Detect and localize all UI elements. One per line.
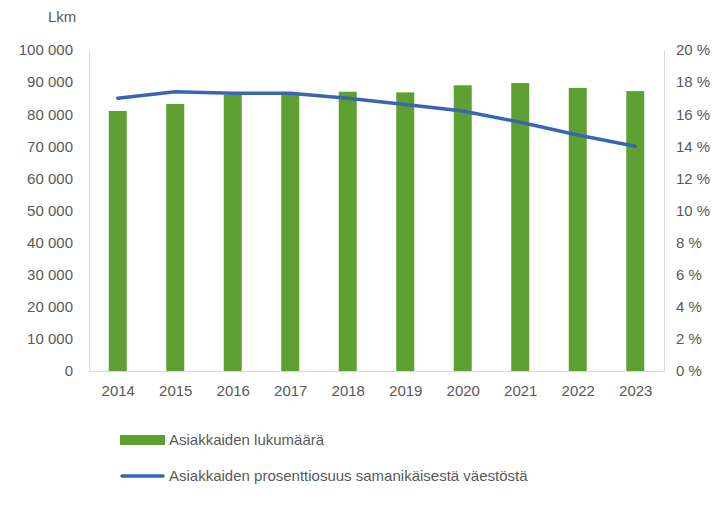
- y2-tick: 8 %: [664, 234, 702, 251]
- x-tick: 2014: [102, 371, 135, 399]
- y-tick-label: 90 000: [27, 73, 73, 90]
- y-axis-line: [89, 51, 90, 372]
- y-tick-label: 100 000: [19, 41, 73, 58]
- y2-tick: 14 %: [664, 138, 710, 155]
- y-tick: 10 000: [27, 330, 89, 347]
- y-tick-label: 80 000: [27, 106, 73, 123]
- line: [118, 92, 636, 147]
- y-tick-label: 70 000: [27, 138, 73, 155]
- x-tick-label: 2014: [102, 382, 135, 399]
- y2-tick-label: 12 %: [676, 170, 710, 187]
- y-tick: 20 000: [27, 298, 89, 315]
- y2-tick: 4 %: [664, 298, 702, 315]
- bar: [511, 83, 529, 371]
- x-tick: 2021: [504, 371, 537, 399]
- y2-tick: 12 %: [664, 170, 710, 187]
- y-tick: 60 000: [27, 170, 89, 187]
- y-tick: 90 000: [27, 73, 89, 90]
- y2-tick: 2 %: [664, 330, 702, 347]
- y2-tick-label: 14 %: [676, 138, 710, 155]
- y2-tick-label: 2 %: [676, 330, 702, 347]
- bar: [569, 88, 587, 371]
- bar: [626, 91, 644, 371]
- x-tick-label: 2021: [504, 382, 537, 399]
- y2-tick-label: 8 %: [676, 234, 702, 251]
- legend-item: Asiakkaiden lukumäärä: [120, 431, 325, 448]
- legend-swatch: [120, 435, 165, 445]
- x-tick-label: 2017: [274, 382, 307, 399]
- y-tick-label: 10 000: [27, 330, 73, 347]
- plot-area: [109, 83, 645, 371]
- y-tick: 30 000: [27, 266, 89, 283]
- y-tick-label: 20 000: [27, 298, 73, 315]
- y2-tick: 16 %: [664, 106, 710, 123]
- y-tick: 50 000: [27, 202, 89, 219]
- y-axis-title: Lkm: [48, 8, 76, 25]
- y-tick-label: 30 000: [27, 266, 73, 283]
- x-axis-line: [90, 371, 665, 372]
- y2-tick-label: 10 %: [676, 202, 710, 219]
- y2-tick: 10 %: [664, 202, 710, 219]
- x-tick-label: 2020: [447, 382, 480, 399]
- x-tick: 2020: [447, 371, 480, 399]
- y-tick: 100 000: [19, 41, 89, 58]
- x-tick: 2017: [274, 371, 307, 399]
- y2-tick: 20 %: [664, 41, 710, 58]
- y-tick: 70 000: [27, 138, 89, 155]
- y-tick-label: 60 000: [27, 170, 73, 187]
- y-tick-label: 0: [65, 362, 73, 379]
- bar: [454, 85, 472, 371]
- y-tick: 80 000: [27, 106, 89, 123]
- y-axis: 0 10 000 20 000 30 000 40 000 50 000 60 000 70 …: [19, 41, 90, 379]
- x-axis: 2014 2015 2016 2017 2018 2019 2020 2021 2022 2023: [90, 371, 665, 399]
- y2-tick-label: 4 %: [676, 298, 702, 315]
- bar: [109, 111, 127, 371]
- y2-tick-label: 16 %: [676, 106, 710, 123]
- y2-tick-label: 0 %: [676, 362, 702, 379]
- y-tick: 40 000: [27, 234, 89, 251]
- y2-tick: 18 %: [664, 73, 710, 90]
- bar: [339, 92, 357, 371]
- y2-tick-label: 6 %: [676, 266, 702, 283]
- bar: [396, 92, 414, 371]
- x-tick: 2016: [217, 371, 250, 399]
- legend-item: Asiakkaiden prosenttiosuus samanikäisest…: [122, 467, 528, 484]
- legend-swatch: [122, 474, 163, 478]
- x-tick: 2019: [389, 371, 422, 399]
- y2-tick: 6 %: [664, 266, 702, 283]
- legend-label: Asiakkaiden lukumäärä: [169, 431, 325, 448]
- bar: [166, 104, 184, 371]
- x-tick: 2022: [562, 371, 595, 399]
- y-tick-label: 40 000: [27, 234, 73, 251]
- y-tick: 0: [65, 362, 89, 379]
- x-tick: 2015: [159, 371, 192, 399]
- y2-tick-label: 18 %: [676, 73, 710, 90]
- bar: [224, 95, 242, 371]
- x-tick-label: 2016: [217, 382, 250, 399]
- x-tick: 2018: [332, 371, 365, 399]
- bar: [281, 93, 299, 371]
- y2-tick: 0 %: [664, 362, 702, 379]
- x-tick: 2023: [619, 371, 652, 399]
- x-tick-label: 2018: [332, 382, 365, 399]
- legend: Asiakkaiden lukumäärä Asiakkaiden prosent…: [120, 431, 528, 484]
- y2-tick-label: 20 %: [676, 41, 710, 58]
- chart: 0 10 000 20 000 30 000 40 000 50 000 60 000 70 …: [0, 0, 728, 506]
- y-tick-label: 50 000: [27, 202, 73, 219]
- y2-axis-line: [664, 51, 665, 372]
- x-tick-label: 2019: [389, 382, 422, 399]
- x-tick-label: 2022: [562, 382, 595, 399]
- x-tick-label: 2023: [619, 382, 652, 399]
- x-tick-label: 2015: [159, 382, 192, 399]
- y2-axis: 0 % 2 % 4 % 6 % 8 % 10 % 12 % 14 % 16 % 18 % 20 %: [664, 41, 710, 379]
- legend-label: Asiakkaiden prosenttiosuus samanikäisest…: [169, 467, 528, 484]
